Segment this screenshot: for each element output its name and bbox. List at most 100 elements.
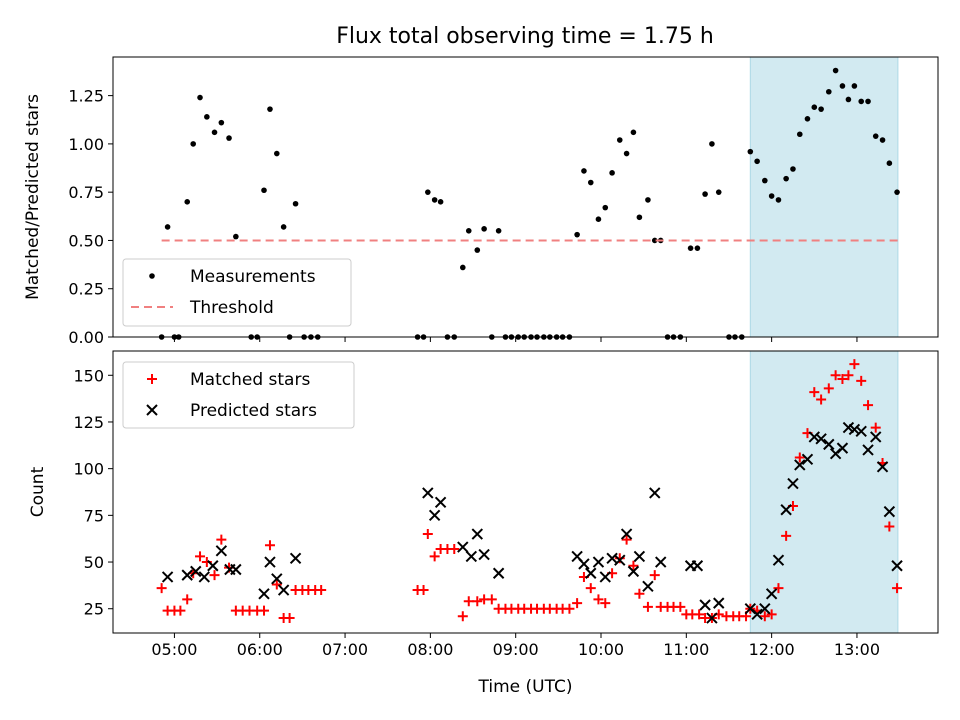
predicted-star-point: [198, 571, 210, 583]
measurement-point: [702, 191, 708, 197]
matched-star-point: [264, 540, 275, 551]
highlight-span: [749, 56, 899, 338]
y-tick-label: 0.50: [68, 231, 104, 250]
measurement-point: [630, 129, 637, 136]
predicted-star-point: [633, 550, 646, 563]
legend: Matched stars Predicted stars: [122, 361, 355, 429]
y-tick-label: 150: [73, 366, 104, 385]
predicted-star-point: [492, 567, 505, 579]
predicted-star-point: [478, 548, 490, 561]
matched-star-point: [759, 611, 770, 622]
matched-star-point: [271, 579, 282, 590]
measurement-point: [858, 98, 865, 105]
matched-star-point: [843, 370, 854, 381]
matched-star-point: [418, 585, 429, 596]
measurement-point: [879, 137, 886, 143]
predicted-star-point: [258, 588, 270, 600]
predicted-star-point: [815, 433, 827, 445]
measurement-point: [886, 160, 893, 167]
legend-label: Predicted stars: [190, 401, 317, 421]
x-tick-label: 05:00: [151, 640, 197, 659]
matched-star-point: [195, 551, 206, 562]
measurement-point: [715, 189, 722, 195]
matched-star-point: [621, 534, 632, 545]
matched-star-point: [463, 596, 474, 607]
predicted-star-point: [794, 459, 806, 471]
predicted-star-point: [862, 444, 874, 456]
x-tick-label: 12:00: [749, 640, 795, 659]
measurement-point: [754, 158, 760, 165]
measurement-point: [845, 96, 852, 103]
matched-star-point: [809, 387, 820, 398]
legend-label: Matched stars: [190, 370, 310, 390]
predicted-star-point: [848, 423, 861, 436]
predicted-star-point: [620, 528, 633, 540]
measurement-point: [197, 94, 203, 101]
predicted-star-point: [271, 573, 283, 585]
predicted-star-point: [599, 571, 611, 583]
measurement-point: [280, 224, 287, 230]
measurement-point: [796, 131, 803, 138]
measurement-point: [274, 150, 280, 157]
matched-star-point: [614, 553, 625, 564]
matched-star-point: [422, 529, 433, 540]
measurement-point: [211, 129, 218, 136]
matched-star-point: [600, 598, 611, 609]
y-tick-label: 0.25: [68, 280, 104, 299]
predicted-star-point: [289, 552, 302, 565]
predicted-star-point: [713, 597, 725, 609]
y-tick-label: 125: [73, 413, 104, 432]
measurement-point: [775, 197, 782, 203]
measurement-point: [851, 83, 858, 89]
predicted-star-point: [706, 612, 718, 624]
y-tick-label: 100: [73, 460, 104, 479]
legend-label: Threshold: [189, 298, 274, 318]
x-tick-label: 07:00: [322, 640, 368, 659]
y-tick-label: 0.75: [68, 183, 104, 202]
matched-star-point: [830, 370, 841, 381]
measurement-point: [459, 264, 466, 271]
legend-predicted-marker: [146, 404, 158, 416]
measurement-point: [818, 106, 824, 112]
measurement-point: [616, 137, 623, 143]
bottom-panel: 05:00 06:00 07:00 08:00 09:00 10:00 11:00 12:00…: [28, 350, 939, 697]
x-tick-label: 10:00: [578, 640, 624, 659]
predicted-star-point: [614, 554, 626, 566]
measurement-point: [481, 226, 487, 232]
matched-star-point: [259, 605, 270, 616]
measurement-point: [687, 245, 694, 251]
predicted-star-point: [190, 565, 202, 578]
matched-star-point: [892, 583, 903, 594]
predicted-star-point: [801, 453, 814, 466]
y-tick-label: 50: [84, 553, 104, 572]
matched-star-point: [816, 394, 827, 405]
measurement-point: [894, 189, 900, 195]
measurement-point: [768, 193, 775, 199]
measurement-point: [437, 199, 444, 205]
measurement-point: [694, 245, 701, 251]
measurement-point: [865, 98, 871, 105]
predicted-star-point: [870, 431, 882, 443]
matched-star-point: [449, 543, 460, 554]
matched-star-point: [316, 585, 327, 596]
y-axis-label: Matched/Predicted stars: [23, 94, 43, 300]
predicted-star-point: [855, 425, 867, 438]
highlight-span: [749, 350, 899, 634]
matched-star-point: [649, 570, 660, 581]
top-panel: 0.00 0.25 0.50 0.75 1.00 1.25 Matched/Predicte…: [23, 56, 939, 347]
y-tick-label: 1.00: [68, 135, 104, 154]
measurement-point: [783, 175, 789, 182]
predicted-star-point: [808, 431, 821, 443]
matched-star-point: [863, 400, 874, 411]
measurement-point: [872, 133, 879, 139]
measurement-point: [292, 200, 299, 207]
measurement-point: [595, 216, 602, 223]
measurement-point: [184, 199, 191, 205]
y-tick-label: 75: [84, 506, 104, 525]
measurement-point: [164, 224, 171, 230]
matched-star-point: [216, 534, 227, 545]
measurement-point: [762, 177, 768, 184]
matched-star-point: [675, 601, 686, 612]
measurement-point: [709, 141, 715, 147]
matched-star-point: [486, 594, 497, 605]
